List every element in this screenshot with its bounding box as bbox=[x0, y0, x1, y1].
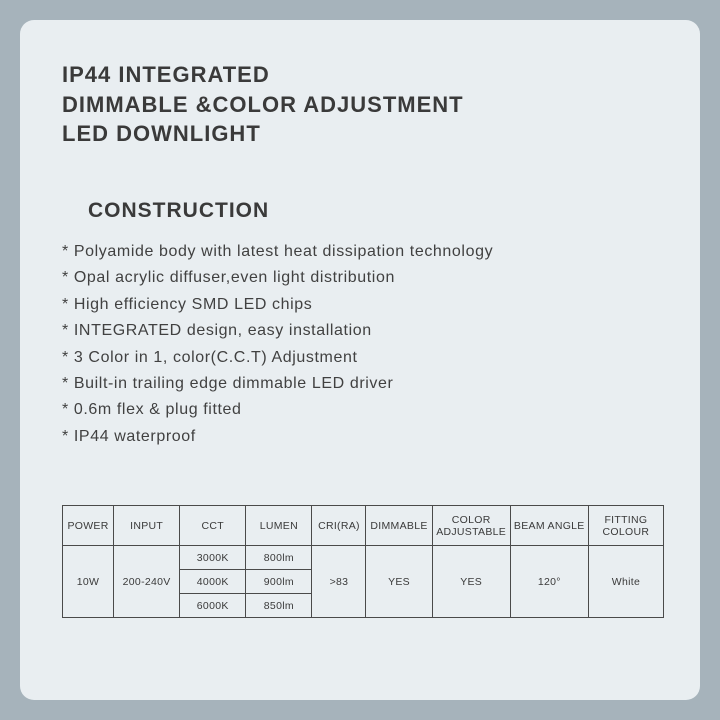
col-header-input: INPUT bbox=[114, 506, 180, 546]
cell-cri: >83 bbox=[312, 546, 366, 618]
table-header-row: POWER INPUT CCT LUMEN CRI(RA) DIMMABLE C… bbox=[63, 506, 664, 546]
cell-beam: 120° bbox=[510, 546, 588, 618]
feature-item: High efficiency SMD LED chips bbox=[62, 292, 664, 318]
title-line-1: IP44 INTEGRATED bbox=[62, 62, 270, 87]
feature-item: IP44 waterproof bbox=[62, 424, 664, 450]
section-heading: CONSTRUCTION bbox=[88, 199, 664, 223]
feature-list: Polyamide body with latest heat dissipat… bbox=[62, 239, 664, 450]
cell-dim: YES bbox=[366, 546, 432, 618]
col-header-color: COLOR ADJUSTABLE bbox=[432, 506, 510, 546]
cell-cct: 3000K bbox=[180, 546, 246, 570]
cell-lumen: 800lm bbox=[246, 546, 312, 570]
feature-item: 0.6m flex & plug fitted bbox=[62, 397, 664, 423]
col-header-power: POWER bbox=[63, 506, 114, 546]
table-row: 10W 200-240V 3000K 800lm >83 YES YES 120… bbox=[63, 546, 664, 570]
col-header-cct: CCT bbox=[180, 506, 246, 546]
cell-cct: 4000K bbox=[180, 570, 246, 594]
product-title: IP44 INTEGRATED DIMMABLE &COLOR ADJUSTME… bbox=[62, 60, 664, 149]
col-header-lumen: LUMEN bbox=[246, 506, 312, 546]
spec-table: POWER INPUT CCT LUMEN CRI(RA) DIMMABLE C… bbox=[62, 505, 664, 618]
cell-lumen: 850lm bbox=[246, 594, 312, 618]
col-header-dim: DIMMABLE bbox=[366, 506, 432, 546]
cell-color: YES bbox=[432, 546, 510, 618]
feature-item: Built-in trailing edge dimmable LED driv… bbox=[62, 371, 664, 397]
cell-power: 10W bbox=[63, 546, 114, 618]
cell-input: 200-240V bbox=[114, 546, 180, 618]
cell-lumen: 900lm bbox=[246, 570, 312, 594]
feature-item: 3 Color in 1, color(C.C.T) Adjustment bbox=[62, 345, 664, 371]
cell-fit: White bbox=[588, 546, 663, 618]
title-line-3: LED DOWNLIGHT bbox=[62, 121, 261, 146]
feature-item: Opal acrylic diffuser,even light distrib… bbox=[62, 265, 664, 291]
feature-item: INTEGRATED design, easy installation bbox=[62, 318, 664, 344]
title-line-2: DIMMABLE &COLOR ADJUSTMENT bbox=[62, 92, 464, 117]
col-header-fit: FITTING COLOUR bbox=[588, 506, 663, 546]
feature-item: Polyamide body with latest heat dissipat… bbox=[62, 239, 664, 265]
cell-cct: 6000K bbox=[180, 594, 246, 618]
spec-sheet: IP44 INTEGRATED DIMMABLE &COLOR ADJUSTME… bbox=[20, 20, 700, 700]
col-header-beam: BEAM ANGLE bbox=[510, 506, 588, 546]
col-header-cri: CRI(RA) bbox=[312, 506, 366, 546]
